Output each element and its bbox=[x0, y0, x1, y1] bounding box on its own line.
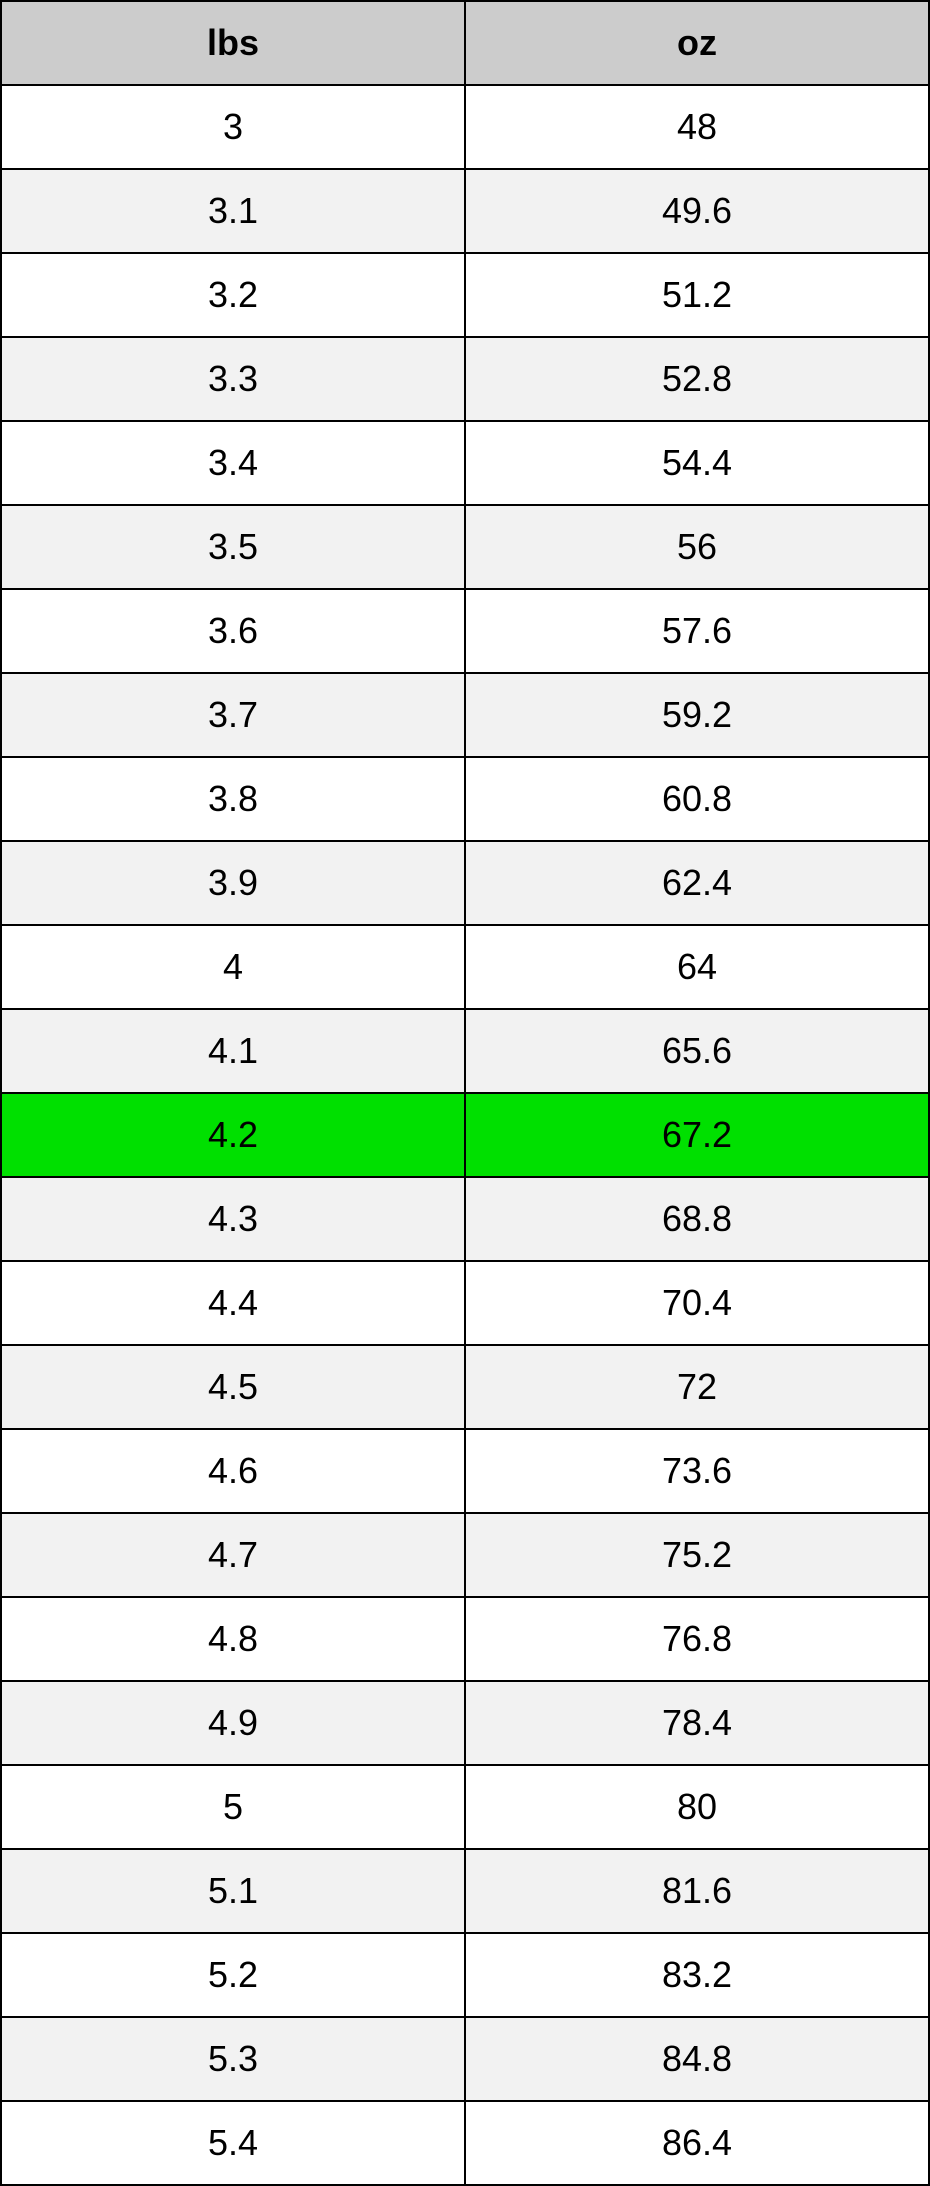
table-body: 3483.149.63.251.23.352.83.454.43.5563.65… bbox=[1, 85, 929, 2185]
cell-oz: 60.8 bbox=[465, 757, 929, 841]
table-row: 4.673.6 bbox=[1, 1429, 929, 1513]
table-row: 348 bbox=[1, 85, 929, 169]
table-row: 3.251.2 bbox=[1, 253, 929, 337]
cell-oz: 83.2 bbox=[465, 1933, 929, 2017]
table-row: 4.876.8 bbox=[1, 1597, 929, 1681]
cell-lbs: 5.1 bbox=[1, 1849, 465, 1933]
cell-oz: 75.2 bbox=[465, 1513, 929, 1597]
table-row: 5.384.8 bbox=[1, 2017, 929, 2101]
cell-oz: 57.6 bbox=[465, 589, 929, 673]
cell-lbs: 3.9 bbox=[1, 841, 465, 925]
table-row: 3.962.4 bbox=[1, 841, 929, 925]
table-row: 4.470.4 bbox=[1, 1261, 929, 1345]
table-row: 3.657.6 bbox=[1, 589, 929, 673]
cell-lbs: 4.8 bbox=[1, 1597, 465, 1681]
cell-lbs: 5.3 bbox=[1, 2017, 465, 2101]
cell-lbs: 3.3 bbox=[1, 337, 465, 421]
table-row: 4.368.8 bbox=[1, 1177, 929, 1261]
table-row: 3.556 bbox=[1, 505, 929, 589]
cell-oz: 76.8 bbox=[465, 1597, 929, 1681]
cell-oz: 72 bbox=[465, 1345, 929, 1429]
table-header-row: lbs oz bbox=[1, 1, 929, 85]
cell-lbs: 3 bbox=[1, 85, 465, 169]
cell-lbs: 4.9 bbox=[1, 1681, 465, 1765]
cell-oz: 56 bbox=[465, 505, 929, 589]
cell-oz: 78.4 bbox=[465, 1681, 929, 1765]
cell-lbs: 5.4 bbox=[1, 2101, 465, 2185]
cell-oz: 86.4 bbox=[465, 2101, 929, 2185]
cell-lbs: 5 bbox=[1, 1765, 465, 1849]
cell-oz: 81.6 bbox=[465, 1849, 929, 1933]
cell-lbs: 4.1 bbox=[1, 1009, 465, 1093]
table-row: 4.165.6 bbox=[1, 1009, 929, 1093]
cell-oz: 67.2 bbox=[465, 1093, 929, 1177]
cell-oz: 51.2 bbox=[465, 253, 929, 337]
table-row: 3.454.4 bbox=[1, 421, 929, 505]
cell-oz: 52.8 bbox=[465, 337, 929, 421]
cell-lbs: 4.4 bbox=[1, 1261, 465, 1345]
cell-lbs: 3.6 bbox=[1, 589, 465, 673]
cell-oz: 70.4 bbox=[465, 1261, 929, 1345]
cell-lbs: 3.2 bbox=[1, 253, 465, 337]
column-header-oz: oz bbox=[465, 1, 929, 85]
table-row: 5.283.2 bbox=[1, 1933, 929, 2017]
table-row: 4.775.2 bbox=[1, 1513, 929, 1597]
cell-lbs: 4.6 bbox=[1, 1429, 465, 1513]
cell-lbs: 3.7 bbox=[1, 673, 465, 757]
conversion-table: lbs oz 3483.149.63.251.23.352.83.454.43.… bbox=[0, 0, 930, 2186]
cell-oz: 48 bbox=[465, 85, 929, 169]
cell-lbs: 4.3 bbox=[1, 1177, 465, 1261]
table-row: 4.978.4 bbox=[1, 1681, 929, 1765]
column-header-lbs: lbs bbox=[1, 1, 465, 85]
cell-lbs: 3.8 bbox=[1, 757, 465, 841]
table-row: 3.860.8 bbox=[1, 757, 929, 841]
cell-lbs: 4 bbox=[1, 925, 465, 1009]
cell-oz: 65.6 bbox=[465, 1009, 929, 1093]
cell-oz: 80 bbox=[465, 1765, 929, 1849]
table-row: 3.759.2 bbox=[1, 673, 929, 757]
table-row: 580 bbox=[1, 1765, 929, 1849]
cell-oz: 84.8 bbox=[465, 2017, 929, 2101]
cell-oz: 49.6 bbox=[465, 169, 929, 253]
cell-oz: 59.2 bbox=[465, 673, 929, 757]
cell-oz: 73.6 bbox=[465, 1429, 929, 1513]
cell-oz: 68.8 bbox=[465, 1177, 929, 1261]
table-row: 4.267.2 bbox=[1, 1093, 929, 1177]
cell-lbs: 4.5 bbox=[1, 1345, 465, 1429]
table-row: 3.149.6 bbox=[1, 169, 929, 253]
table-row: 4.572 bbox=[1, 1345, 929, 1429]
cell-lbs: 5.2 bbox=[1, 1933, 465, 2017]
table-row: 5.181.6 bbox=[1, 1849, 929, 1933]
cell-oz: 54.4 bbox=[465, 421, 929, 505]
cell-oz: 64 bbox=[465, 925, 929, 1009]
table-row: 3.352.8 bbox=[1, 337, 929, 421]
cell-lbs: 4.7 bbox=[1, 1513, 465, 1597]
table-row: 464 bbox=[1, 925, 929, 1009]
cell-lbs: 3.4 bbox=[1, 421, 465, 505]
cell-oz: 62.4 bbox=[465, 841, 929, 925]
table-row: 5.486.4 bbox=[1, 2101, 929, 2185]
cell-lbs: 3.1 bbox=[1, 169, 465, 253]
cell-lbs: 4.2 bbox=[1, 1093, 465, 1177]
cell-lbs: 3.5 bbox=[1, 505, 465, 589]
